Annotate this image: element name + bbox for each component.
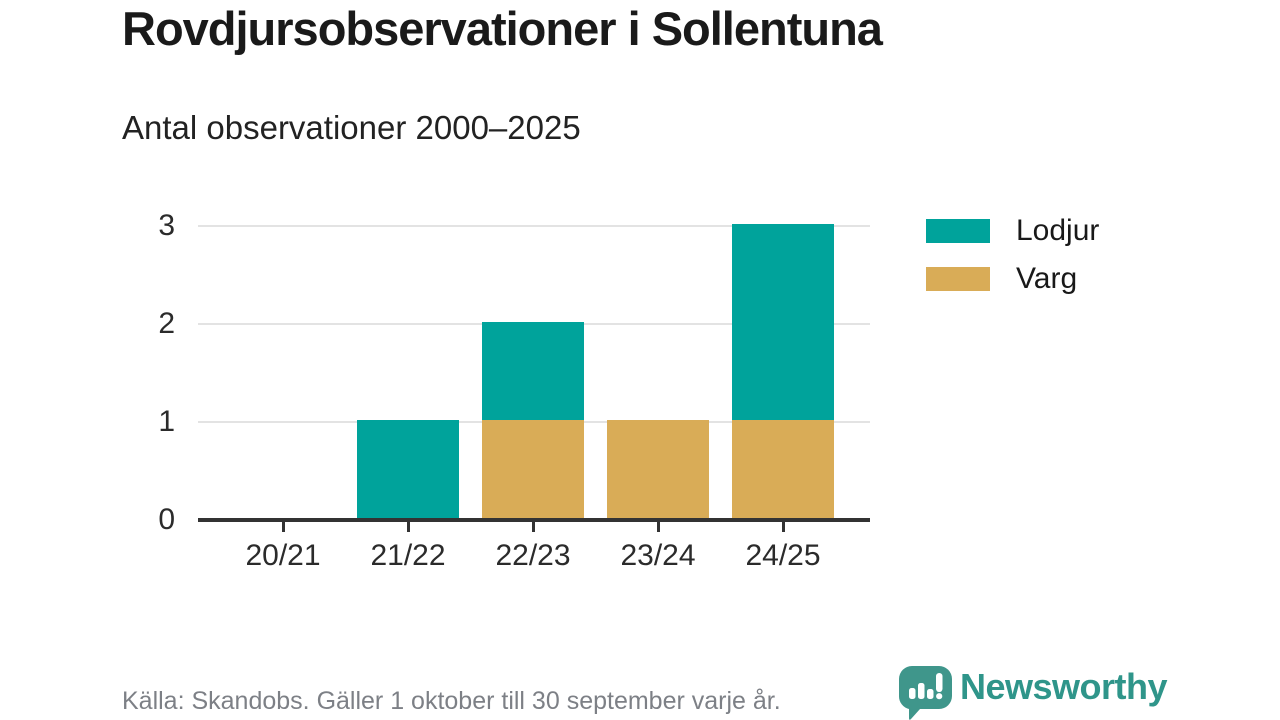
x-tick-label-20-21: 20/21 [245, 539, 321, 572]
x-axis-tick-20-21 [281, 522, 285, 532]
y-tick-label-0: 0 [158, 503, 175, 536]
legend-label-lodjur: Lodjur [1016, 214, 1100, 247]
x-axis-tick-21-22 [406, 522, 410, 532]
chart-subtitle: Antal observationer 2000–2025 [122, 109, 581, 146]
legend-swatch-varg [926, 267, 990, 291]
bar-varg-24-25 [732, 420, 834, 518]
y-tick-label-1: 1 [158, 405, 175, 438]
x-axis-tick-23-24 [656, 522, 660, 532]
legend-swatch-lodjur [926, 219, 990, 243]
newsworthy-brand: Newsworthy [897, 664, 1168, 720]
x-axis-tick-24-25 [781, 522, 785, 532]
chart-title: Rovdjursobservationer i Sollentuna [122, 2, 883, 55]
legend-item-varg: Varg [926, 264, 1099, 294]
bar-lodjur-21-22 [357, 420, 459, 518]
x-tick-label-24-25: 24/25 [745, 539, 821, 572]
source-note: Källa: Skandobs. Gäller 1 oktober till 3… [122, 687, 781, 715]
x-axis-tick-22-23 [531, 522, 535, 532]
y-tick-label-3: 3 [158, 209, 175, 242]
newsworthy-logo-icon [898, 666, 952, 720]
legend: Lodjur Varg [926, 216, 1099, 312]
y-tick-label-2: 2 [158, 307, 175, 340]
bar-varg-22-23 [482, 420, 584, 518]
legend-item-lodjur: Lodjur [926, 216, 1099, 246]
gridline-3 [198, 225, 870, 227]
newsworthy-wordmark: Newsworthy [960, 666, 1168, 707]
bar-varg-23-24 [607, 420, 709, 518]
x-tick-label-22-23: 22/23 [495, 539, 571, 572]
x-axis-line [198, 518, 870, 522]
bar-lodjur-24-25 [732, 224, 834, 420]
legend-label-varg: Varg [1016, 262, 1078, 295]
bar-lodjur-22-23 [482, 322, 584, 420]
x-tick-label-21-22: 21/22 [370, 539, 446, 572]
x-tick-label-23-24: 23/24 [620, 539, 696, 572]
